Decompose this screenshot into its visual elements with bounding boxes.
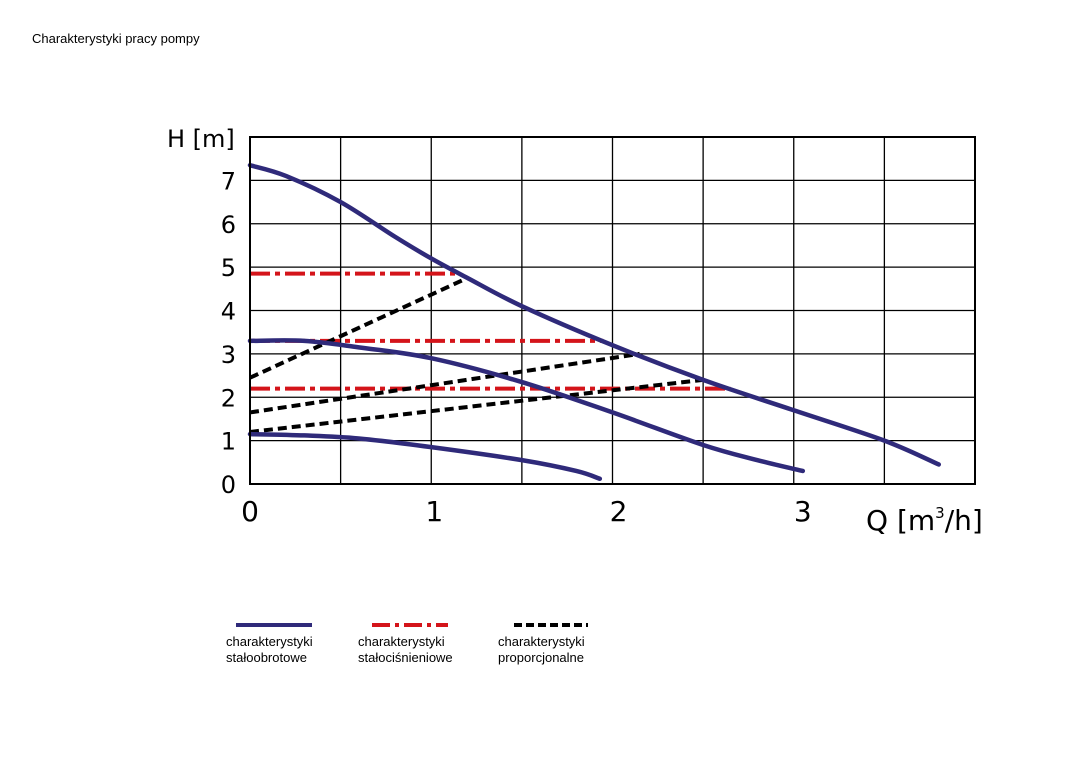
- legend-item-proporcjonalne: charakterystyki proporcjonalne: [498, 616, 648, 666]
- y-tick-label: 1: [221, 428, 236, 456]
- legend-swatch-dashdot: [372, 623, 448, 627]
- x-tick-label: 2: [610, 495, 628, 528]
- series-line-proporcjonalne: [249, 351, 640, 415]
- tick-labels: 0 1 2 3 4 5 6 7 0 1 2 3: [221, 167, 812, 528]
- y-tick-label: 5: [221, 254, 236, 282]
- legend-swatch-dashed: [514, 623, 588, 627]
- legend-swatch-solid: [236, 623, 312, 627]
- legend-item-stalocisnieniowe: charakterystyki stałociśnieniowe: [358, 616, 508, 666]
- x-tick-label: 3: [794, 495, 812, 528]
- y-tick-label: 0: [221, 471, 236, 499]
- series-line-stalobrotowe: [247, 162, 941, 467]
- x-tick-label: 0: [241, 495, 259, 528]
- y-tick-label: 7: [221, 167, 236, 195]
- y-axis-label: H [m]: [167, 125, 235, 153]
- pump-characteristics-chart: 0 1 2 3 4 5 6 7 0 1 2 3 H [m] Q [m3/h]: [167, 125, 983, 537]
- legend-label-proporcjonalne: charakterystyki proporcjonalne: [498, 634, 585, 665]
- legend-item-stalobrotowe: charakterystyki stałoobrotowe: [226, 616, 376, 666]
- y-tick-label: 2: [221, 384, 236, 412]
- y-tick-label: 6: [221, 211, 236, 239]
- x-tick-label: 1: [425, 495, 443, 528]
- plot-frame: [249, 136, 976, 485]
- series-line-proporcjonalne: [249, 276, 469, 380]
- legend-label-stalobrotowe: charakterystyki stałoobrotowe: [226, 634, 313, 665]
- page-title: Charakterystyki pracy pompy: [32, 31, 200, 46]
- series-line-stalobrotowe: [247, 431, 603, 482]
- y-tick-label: 3: [221, 341, 236, 369]
- legend: charakterystyki stałoobrotowe charakterys…: [0, 616, 1082, 696]
- series-line-stalobrotowe: [247, 338, 806, 474]
- plot-border: [249, 136, 976, 485]
- y-tick-label: 4: [221, 298, 236, 326]
- legend-label-stalocisnieniowe: charakterystyki stałociśnieniowe: [358, 634, 453, 665]
- series-line-proporcjonalne: [249, 377, 704, 434]
- series-layer: [247, 162, 941, 482]
- x-axis-label: Q [m3/h]: [866, 504, 983, 537]
